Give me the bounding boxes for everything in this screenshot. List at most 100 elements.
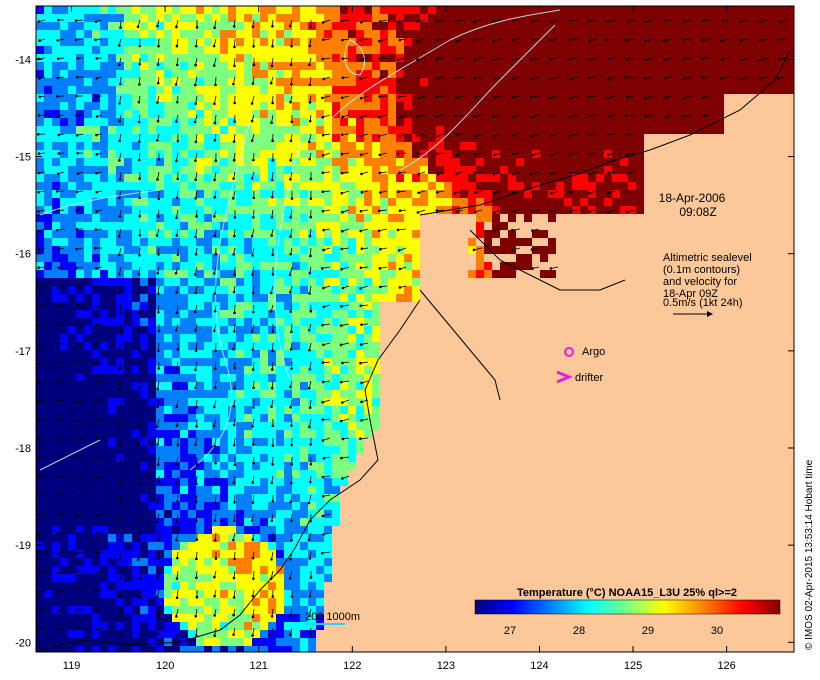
sst-cell <box>260 342 268 350</box>
sst-cell <box>172 246 180 254</box>
sst-cell <box>324 478 332 486</box>
sst-cell <box>156 606 164 614</box>
sst-cell <box>244 86 252 94</box>
sst-cell <box>276 174 284 182</box>
sst-cell <box>524 206 532 214</box>
sst-cell <box>300 350 308 358</box>
velocity-vector-head <box>606 97 609 100</box>
sst-cell <box>76 502 84 510</box>
sst-cell <box>548 150 556 158</box>
sst-cell <box>260 38 268 46</box>
sst-cell <box>388 230 396 238</box>
sst-cell <box>500 150 508 158</box>
sst-cell <box>76 646 84 652</box>
sst-cell <box>236 494 244 502</box>
sst-cell <box>492 54 500 62</box>
velocity-vector-head <box>250 119 254 123</box>
sst-cell <box>52 646 60 652</box>
sst-cell <box>60 486 68 494</box>
sst-cell <box>124 342 132 350</box>
sst-cell <box>580 102 588 110</box>
sst-cell <box>68 286 76 294</box>
sst-cell <box>116 366 124 374</box>
sst-cell <box>36 542 44 550</box>
sst-cell <box>284 422 292 430</box>
sst-cell <box>92 430 100 438</box>
sst-cell <box>540 78 548 86</box>
sst-cell <box>668 70 676 78</box>
sst-cell <box>388 126 396 134</box>
sst-cell <box>84 558 92 566</box>
sst-cell <box>292 206 300 214</box>
sst-cell <box>308 206 316 214</box>
sst-cell <box>220 174 228 182</box>
sst-cell <box>268 294 276 302</box>
sst-cell <box>372 358 380 366</box>
sst-cell <box>524 118 532 126</box>
sst-cell <box>236 134 244 142</box>
sst-cell <box>228 198 236 206</box>
sst-cell <box>500 246 508 254</box>
sst-cell <box>204 638 212 646</box>
sst-cell <box>196 230 204 238</box>
sst-cell <box>140 486 148 494</box>
sst-cell <box>564 110 572 118</box>
sst-cell <box>476 174 484 182</box>
sst-cell <box>372 246 380 254</box>
sst-cell <box>180 478 188 486</box>
sst-cell <box>92 110 100 118</box>
sst-cell <box>308 542 316 550</box>
sst-cell <box>420 14 428 22</box>
sst-cell <box>132 326 140 334</box>
sst-cell <box>476 6 484 14</box>
sst-cell <box>236 190 244 198</box>
sst-cell <box>628 158 636 166</box>
sst-cell <box>308 470 316 478</box>
sst-cell <box>556 62 564 70</box>
sst-cell <box>316 246 324 254</box>
sst-cell <box>164 14 172 22</box>
velocity-vector-head <box>290 82 293 86</box>
sst-cell <box>44 534 52 542</box>
sst-cell <box>684 46 692 54</box>
sst-cell <box>180 78 188 86</box>
sst-cell <box>196 102 204 110</box>
sst-cell <box>500 158 508 166</box>
sst-cell <box>148 118 156 126</box>
sst-cell <box>308 582 316 590</box>
sst-cell <box>76 14 84 22</box>
sst-cell <box>732 78 740 86</box>
sst-cell <box>268 6 276 14</box>
sst-cell <box>196 14 204 22</box>
sst-cell <box>124 126 132 134</box>
sst-cell <box>380 190 388 198</box>
sst-cell <box>156 526 164 534</box>
sst-cell <box>348 126 356 134</box>
sst-cell <box>148 22 156 30</box>
sst-cell <box>76 230 84 238</box>
sst-cell <box>212 502 220 510</box>
sst-cell <box>292 382 300 390</box>
sst-cell <box>604 142 612 150</box>
sst-cell <box>316 206 324 214</box>
sst-cell <box>332 334 340 342</box>
sst-cell <box>324 102 332 110</box>
sst-cell <box>252 262 260 270</box>
sst-cell <box>92 382 100 390</box>
sst-cell <box>564 118 572 126</box>
sst-cell <box>188 574 196 582</box>
sst-cell <box>500 94 508 102</box>
sst-cell <box>540 230 548 238</box>
sst-cell <box>412 206 420 214</box>
sst-cell <box>124 222 132 230</box>
sst-cell <box>180 278 188 286</box>
sst-cell <box>36 478 44 486</box>
sst-cell <box>148 334 156 342</box>
sst-cell <box>788 38 794 46</box>
sst-cell <box>676 38 684 46</box>
sst-cell <box>300 510 308 518</box>
sst-cell <box>76 390 84 398</box>
sst-cell <box>540 54 548 62</box>
sst-cell <box>284 470 292 478</box>
sst-cell <box>108 630 116 638</box>
